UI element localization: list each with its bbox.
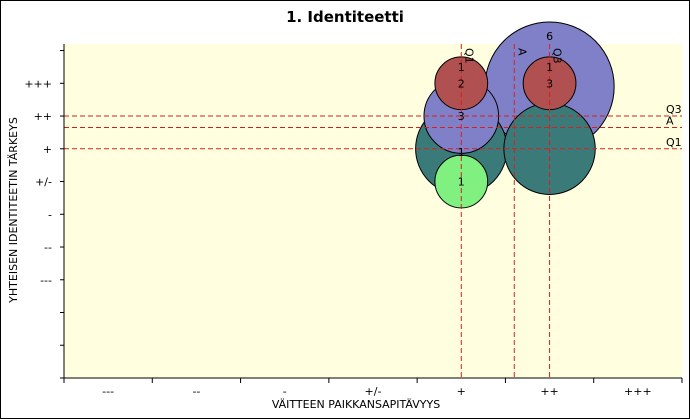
x-axis-label: VÄITTEEN PAIKKANSAPITÄVYYS <box>272 398 440 411</box>
bubble-count-label-1: 1 <box>546 61 553 74</box>
x-tick-label-3: +/- <box>365 385 382 398</box>
href-label-a: A <box>666 115 674 128</box>
x-tick-label-5: ++ <box>540 385 558 398</box>
y-tick-label-1: -- <box>44 241 52 254</box>
vref-label-q3: Q3 <box>551 48 564 64</box>
vref-label-a: A <box>515 48 528 56</box>
y-tick-label-3: +/- <box>35 176 52 189</box>
bubble-label-5: 3 <box>546 77 553 90</box>
axes-layer: ------+/-++++++--- -- - +/- + ++ +++ <box>24 44 683 398</box>
x-tick-label-2: - <box>283 385 287 398</box>
bubble-label-4: 2 <box>458 77 465 90</box>
x-tick-label-6: +++ <box>624 385 652 398</box>
x-tick-label-0: --- <box>102 385 114 398</box>
x-tick-label-4: + <box>457 385 466 398</box>
bubble-count-label-2: 1 <box>458 146 465 159</box>
y-axis-label: YHTEISEN IDENTITEETIN TÄRKEYS <box>7 117 20 304</box>
href-label-q3: Q3 <box>666 103 682 116</box>
x-tick-label-1: -- <box>192 385 200 398</box>
bubble-count-label-0: 1 <box>458 61 465 74</box>
y-tick-label-6: +++ <box>24 77 52 90</box>
bubble-label-6: 1 <box>458 176 465 189</box>
href-label-q1: Q1 <box>666 136 682 149</box>
y-tick-label-5: ++ <box>34 110 52 123</box>
y-tick-label-4: + <box>43 143 52 156</box>
bubble-labels-layer: 6 3 2 3 1 1 1 1 <box>458 30 553 189</box>
y-tick-label-0: --- <box>40 274 52 287</box>
y-tick-label-2: - <box>48 208 52 221</box>
bubble-label-3: 3 <box>458 110 465 123</box>
vref-label-q1: Q1 <box>462 48 475 64</box>
chart-title: 1. Identiteetti <box>286 8 404 26</box>
bubble-label-0: 6 <box>546 30 553 43</box>
